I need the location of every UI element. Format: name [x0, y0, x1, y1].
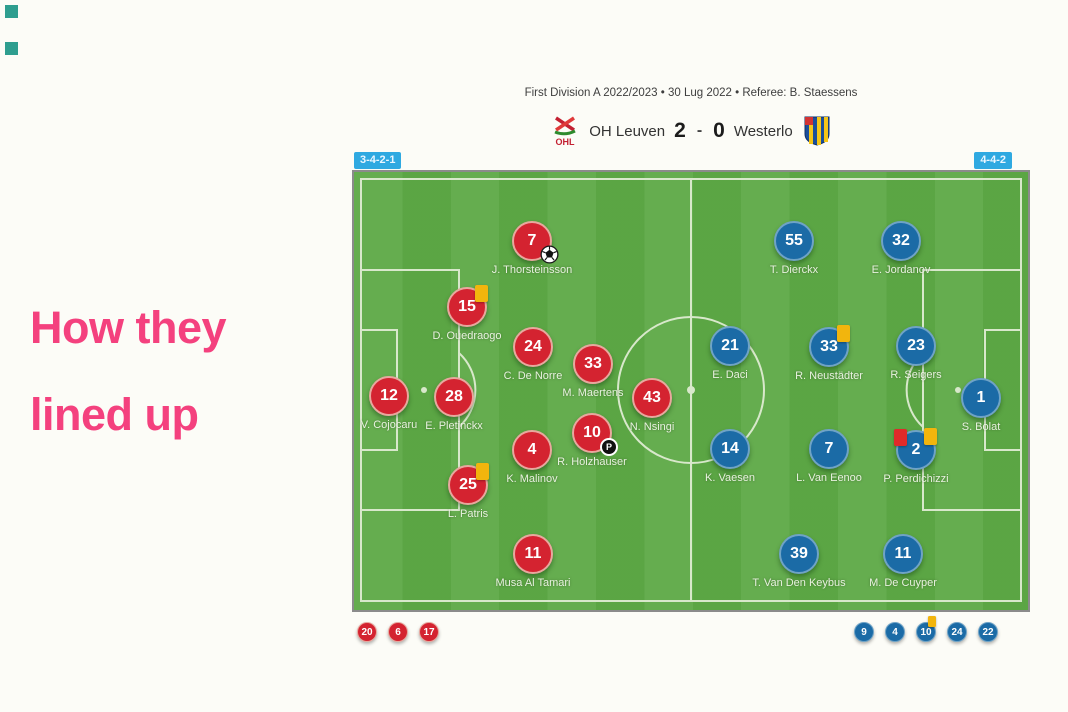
- player-circle: 43: [632, 378, 672, 418]
- player-circle: 32: [881, 221, 921, 261]
- red-card-icon: [894, 429, 907, 446]
- player-name: T. Van Den Keybus: [752, 577, 846, 589]
- player-name: Musa Al Tamari: [495, 577, 571, 589]
- sub-away-4: 4: [885, 622, 905, 642]
- page-title: How they lined up: [30, 284, 227, 458]
- sub-away-10: 10: [916, 616, 936, 642]
- player-name: P. Perdichizzi: [883, 473, 949, 485]
- match-meta: First Division A 2022/2023 • 30 Lug 2022…: [524, 87, 858, 99]
- player-circle: 55: [774, 221, 814, 261]
- player-circle: 15: [447, 287, 487, 327]
- match-graphic: First Division A 2022/2023 • 30 Lug 2022…: [352, 86, 1030, 642]
- player-circle: 10: [572, 413, 612, 453]
- subs-away: 9 4 10 24 22: [854, 616, 998, 642]
- corner-marker-icon: [5, 42, 18, 55]
- player-name: R. Neustädter: [795, 370, 863, 382]
- football-pitch: 7 J. Thorsteinsson 15 D. Ouedraogo 24 C. De N…: [352, 170, 1030, 612]
- player-name: E. Daci: [712, 369, 748, 381]
- home-formation-badge: 3-4-2-1: [354, 152, 402, 169]
- svg-text:OHL: OHL: [556, 137, 576, 147]
- player-name: L. Van Eenoo: [796, 472, 862, 484]
- away-score: 0: [713, 119, 725, 142]
- player-name: E. Jordanov: [871, 264, 931, 276]
- player-circle: 4: [512, 430, 552, 470]
- sub-away-24: 24: [947, 622, 967, 642]
- sub-home-6: 6: [388, 622, 408, 642]
- page-title-line2: lined up: [30, 389, 199, 440]
- westerlo-crest-icon: [802, 115, 832, 147]
- scoreline: OHL OH Leuven 2 - 0 Westerlo: [352, 110, 1030, 152]
- player-name: C. De Norre: [503, 370, 563, 382]
- home-score: 2: [674, 119, 686, 142]
- yellow-card-icon: [928, 616, 936, 627]
- subs-home: 20 6 17: [357, 622, 439, 642]
- player-circle: 11: [883, 534, 923, 574]
- player-circle: 11: [513, 534, 553, 574]
- player-circle: 24: [513, 327, 553, 367]
- player-name: R. Seigers: [890, 369, 942, 381]
- player-name: N. Nsingi: [629, 421, 675, 433]
- player-name: V. Cojocaru: [360, 419, 418, 431]
- player-name: K. Vaesen: [705, 472, 755, 484]
- pitch-markings: [360, 178, 1022, 602]
- yellow-card-icon: [476, 463, 489, 480]
- player-circle: 12: [369, 376, 409, 416]
- player-circle: 14: [710, 429, 750, 469]
- player-name: E. Pletinckx: [425, 420, 483, 432]
- player-name: J. Thorsteinsson: [491, 264, 573, 276]
- player-name: R. Holzhauser: [557, 456, 627, 468]
- player-circle: 39: [779, 534, 819, 574]
- ohl-crest-icon: OHL: [550, 115, 580, 147]
- penalty-goal-icon: P: [600, 438, 618, 456]
- player-circle: 23: [896, 326, 936, 366]
- player-name: T. Dierckx: [769, 264, 819, 276]
- home-team-name: OH Leuven: [589, 122, 666, 140]
- player-circle: 1: [961, 378, 1001, 418]
- yellow-card-icon: [924, 428, 937, 445]
- yellow-card-icon: [475, 285, 488, 302]
- yellow-card-icon: [837, 325, 850, 342]
- sub-home-17: 17: [419, 622, 439, 642]
- player-name: M. De Cuyper: [869, 577, 937, 589]
- player-circle: 7: [809, 429, 849, 469]
- player-name: S. Bolat: [961, 421, 1001, 433]
- player-name: K. Malinov: [506, 473, 558, 485]
- formations-row: 3-4-2-1 4-4-2: [352, 152, 1030, 169]
- away-formation-badge: 4-4-2: [974, 152, 1012, 169]
- player-name: D. Ouedraogo: [432, 330, 502, 342]
- substitutes-row: 20 6 17 9 4 10 24 22: [352, 616, 1030, 642]
- player-circle: 33: [573, 344, 613, 384]
- sub-home-20: 20: [357, 622, 377, 642]
- sub-away-9: 9: [854, 622, 874, 642]
- page-title-line1: How they: [30, 302, 227, 353]
- sub-away-22: 22: [978, 622, 998, 642]
- player-circle: 28: [434, 377, 474, 417]
- corner-marker-icon: [5, 5, 18, 18]
- away-team-name: Westerlo: [733, 122, 793, 140]
- player-circle: 21: [710, 326, 750, 366]
- player-name: L. Patris: [447, 508, 489, 520]
- score-separator: -: [696, 122, 703, 139]
- goal-icon: [540, 245, 559, 264]
- player-name: M. Maertens: [562, 387, 624, 399]
